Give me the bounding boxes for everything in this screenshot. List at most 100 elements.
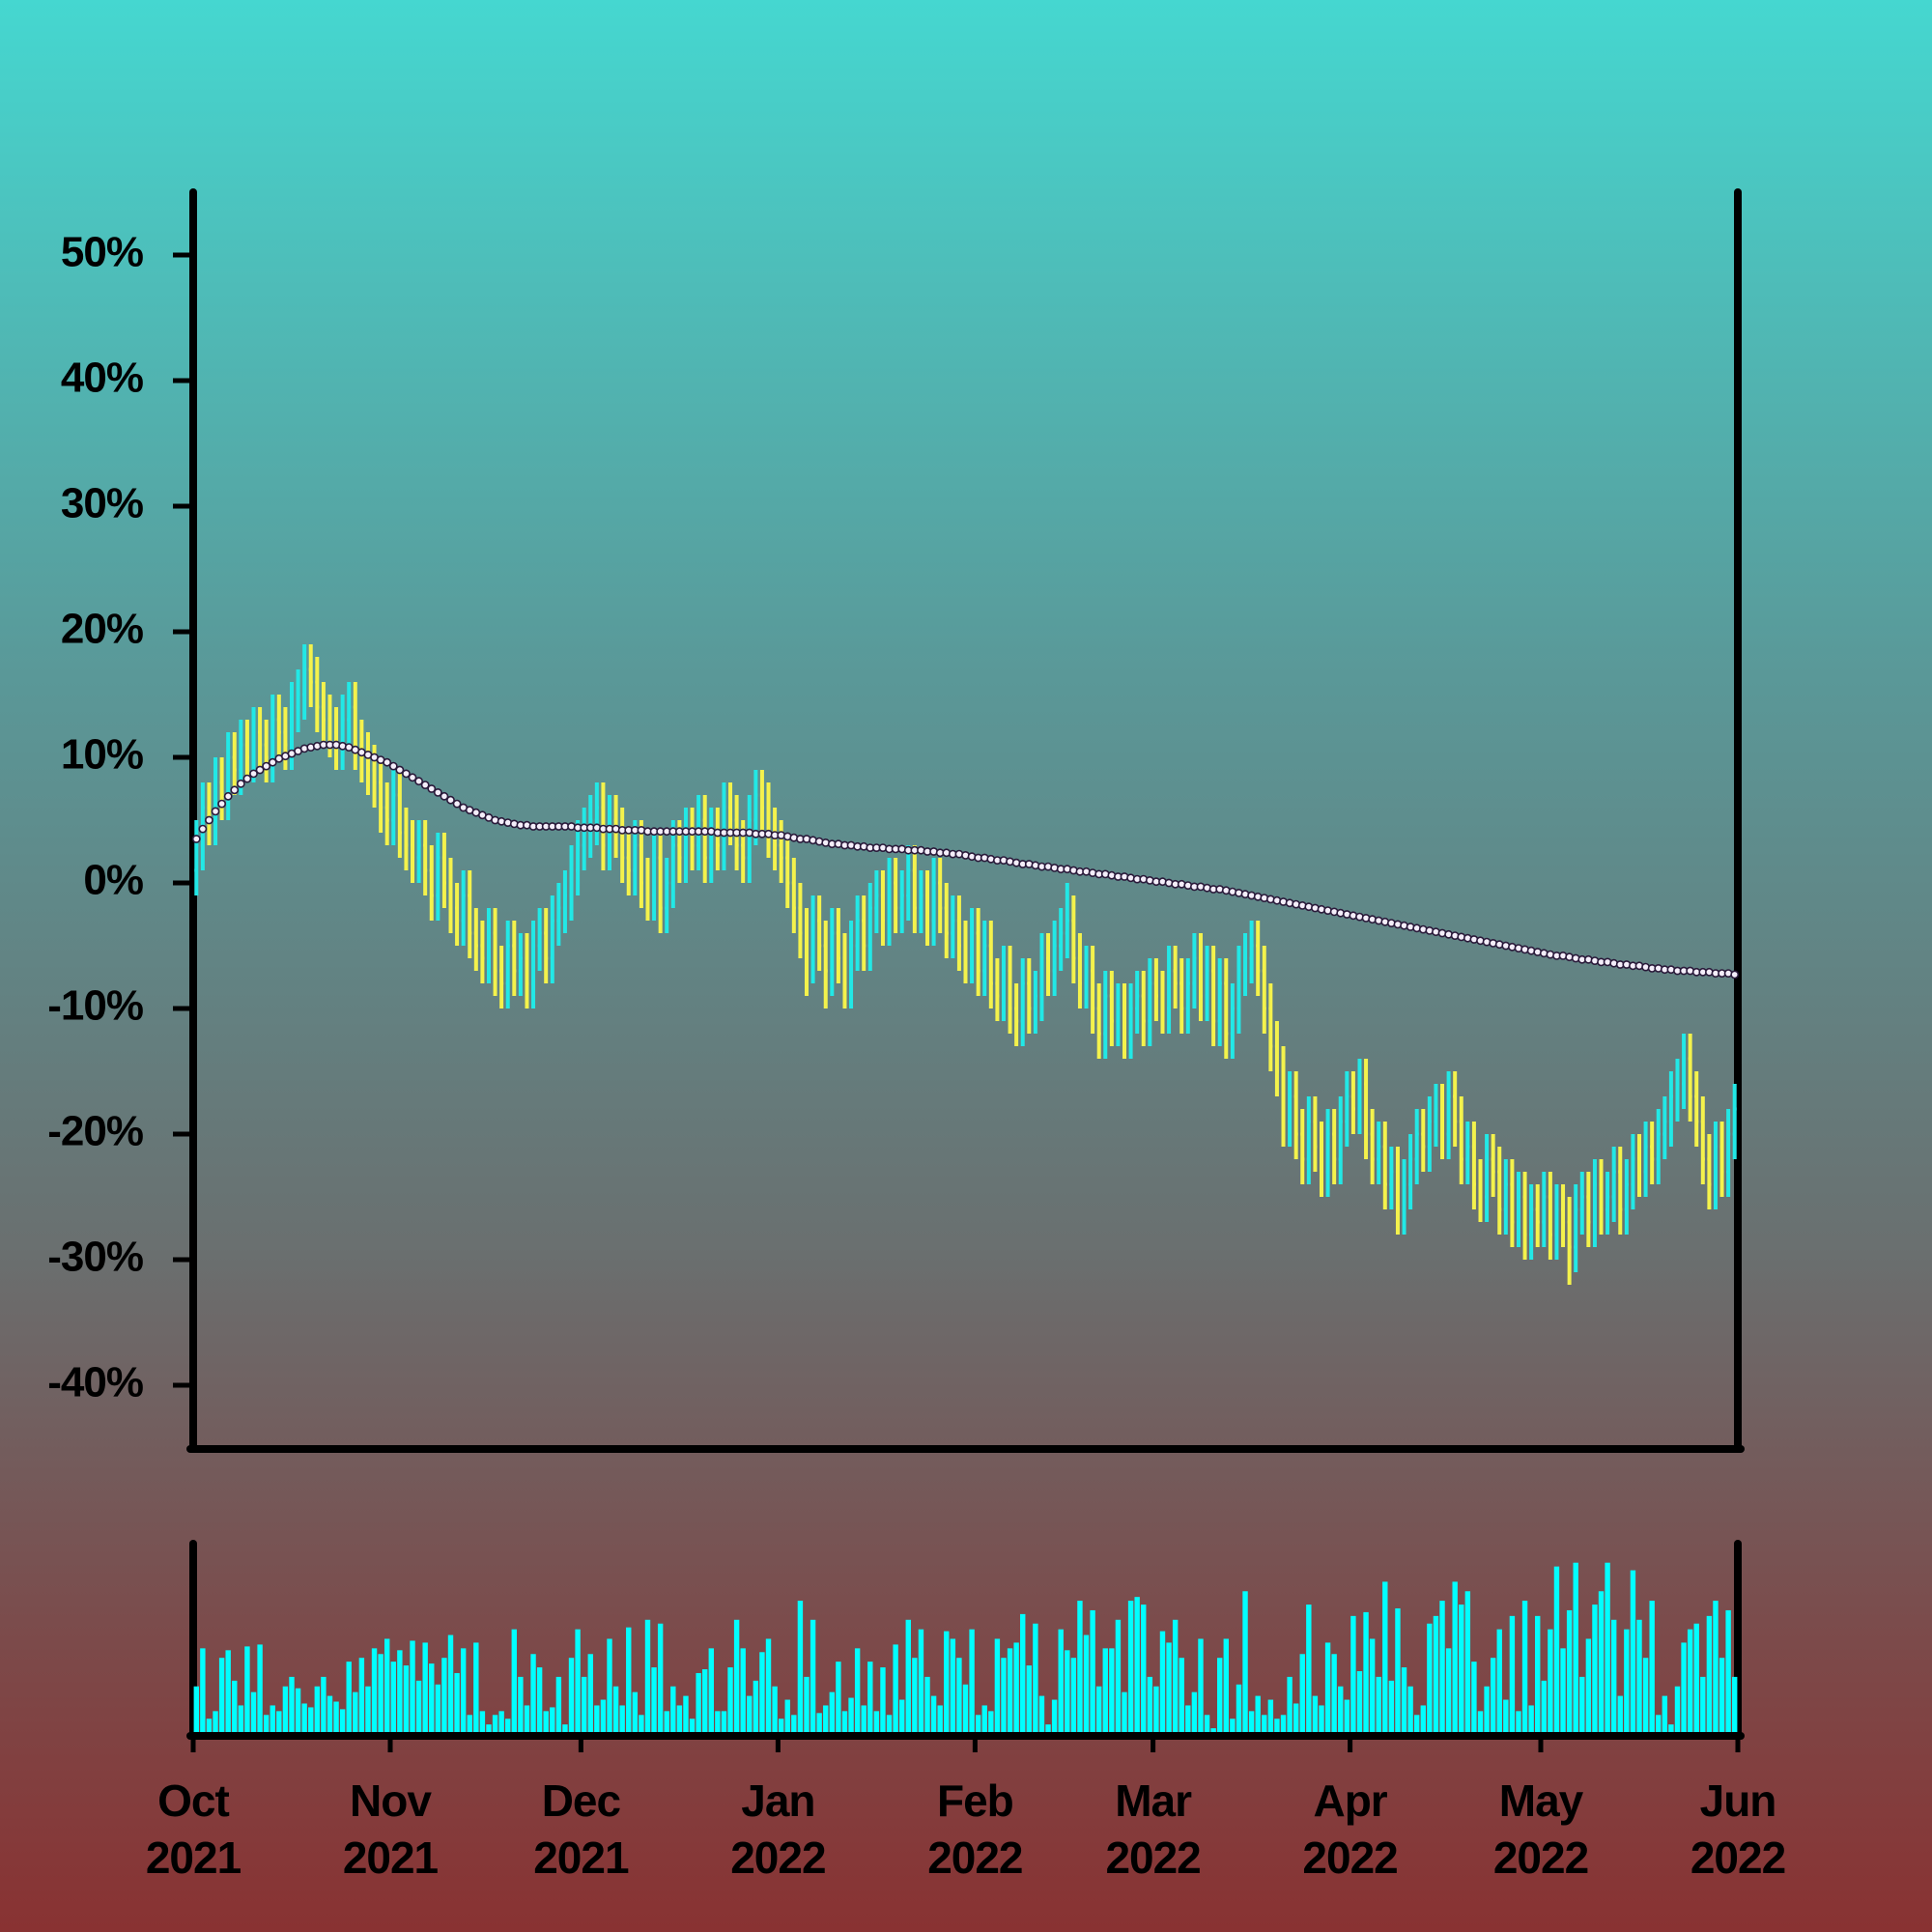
volume-bar: [1624, 1629, 1630, 1734]
x-tick-label: May: [1499, 1776, 1584, 1826]
volume-bar: [1395, 1607, 1401, 1734]
volume-bar: [530, 1654, 536, 1734]
volume-bar: [1649, 1601, 1655, 1734]
volume-bar: [1681, 1642, 1687, 1734]
volume-bar: [912, 1658, 918, 1734]
volume-bar: [295, 1688, 301, 1734]
volume-bar: [1001, 1658, 1007, 1734]
volume-bar: [1725, 1609, 1731, 1734]
volume-bar: [447, 1634, 454, 1734]
volume-bar: [676, 1705, 683, 1734]
volume-bar: [898, 1699, 905, 1734]
volume-bar: [1509, 1615, 1516, 1734]
ma-dot: [230, 785, 240, 795]
volume-bar: [1541, 1680, 1548, 1734]
x-tick-label: 2021: [146, 1833, 242, 1883]
volume-bar: [1636, 1619, 1642, 1734]
volume-bar: [1548, 1629, 1553, 1734]
volume-bar: [1070, 1658, 1077, 1734]
volume-bar: [594, 1705, 600, 1734]
volume-bar: [600, 1699, 607, 1734]
volume-bar: [1350, 1615, 1356, 1734]
volume-bar: [257, 1644, 263, 1734]
volume-bar: [587, 1654, 593, 1734]
volume-bar: [333, 1701, 339, 1734]
volume-bar: [213, 1711, 218, 1734]
volume-bar: [1630, 1570, 1636, 1734]
volume-bar: [575, 1629, 581, 1734]
volume-bar: [1553, 1566, 1560, 1734]
volume-bar: [1687, 1629, 1693, 1734]
volume-bar: [1090, 1609, 1095, 1734]
volume-bar: [390, 1662, 396, 1734]
volume-bar: [880, 1667, 886, 1734]
volume-bar: [1058, 1629, 1064, 1734]
volume-bar: [1713, 1601, 1719, 1734]
moving-average: [191, 740, 1740, 980]
volume-bar: [1617, 1695, 1623, 1734]
volume-bar: [1077, 1601, 1083, 1734]
volume-bar: [1420, 1705, 1426, 1734]
volume-bar: [550, 1707, 555, 1734]
volume-bar: [327, 1695, 333, 1734]
volume-bar: [930, 1695, 937, 1734]
x-tick-label: Jan: [741, 1776, 814, 1826]
ma-dot: [211, 807, 220, 816]
volume-bar: [1459, 1605, 1464, 1734]
volume-bar: [823, 1705, 829, 1734]
volume-bar: [778, 1719, 784, 1734]
volume-bar: [1642, 1658, 1649, 1734]
volume-bar: [498, 1711, 504, 1734]
volume-bar: [1573, 1562, 1578, 1734]
volume-bar: [784, 1699, 790, 1734]
ma-dot: [268, 757, 277, 767]
volume-frame: [189, 1540, 1742, 1741]
volume-bar: [1255, 1695, 1261, 1734]
volume-bar: [1204, 1715, 1210, 1734]
ma-dot: [446, 795, 455, 805]
x-tick-label: 2022: [1302, 1833, 1397, 1883]
volume-bar: [1656, 1715, 1662, 1734]
volume-bar: [1732, 1676, 1738, 1734]
ma-dot: [223, 791, 233, 801]
volume-bar: [263, 1715, 270, 1734]
volume-bar: [1198, 1638, 1204, 1734]
volume-bar: [1388, 1680, 1395, 1734]
ma-dot: [205, 815, 213, 825]
volume-bar: [1521, 1601, 1528, 1734]
volume-bar: [1516, 1711, 1521, 1734]
volume-bar: [193, 1686, 199, 1734]
volume-bar: [747, 1695, 753, 1734]
volume-bar: [1401, 1667, 1407, 1734]
volume-bar: [1147, 1676, 1153, 1734]
x-tick-label: Oct: [157, 1776, 229, 1826]
volume-bar: [1407, 1686, 1413, 1734]
volume-bar: [555, 1676, 562, 1734]
volume-bar: [715, 1711, 721, 1734]
volume-bar: [1217, 1658, 1223, 1734]
volume-bar: [1312, 1695, 1319, 1734]
x-tick-label: 2022: [730, 1833, 825, 1883]
volume-bar: [962, 1684, 969, 1734]
volume-bar: [816, 1713, 822, 1734]
y-tick-label: 0%: [83, 857, 143, 904]
volume-bar: [1668, 1724, 1674, 1734]
y-tick-label: 50%: [61, 229, 143, 276]
volume-bar: [1185, 1705, 1191, 1734]
ma-dot: [236, 779, 245, 788]
volume-bar: [905, 1619, 911, 1734]
ma-dot: [198, 824, 208, 834]
ma-dot: [414, 777, 423, 786]
x-tick-label: 2022: [1105, 1833, 1200, 1883]
volume-bar: [670, 1686, 676, 1734]
ma-dot: [255, 765, 265, 775]
volume-bar: [232, 1680, 238, 1734]
volume-bar: [536, 1667, 543, 1734]
volume-bar: [524, 1705, 530, 1734]
volume-bar: [543, 1711, 549, 1734]
volume-bar: [612, 1686, 619, 1734]
y-tick-label: 40%: [61, 355, 143, 402]
volume-bar: [518, 1676, 524, 1734]
volume-bar: [886, 1715, 893, 1734]
